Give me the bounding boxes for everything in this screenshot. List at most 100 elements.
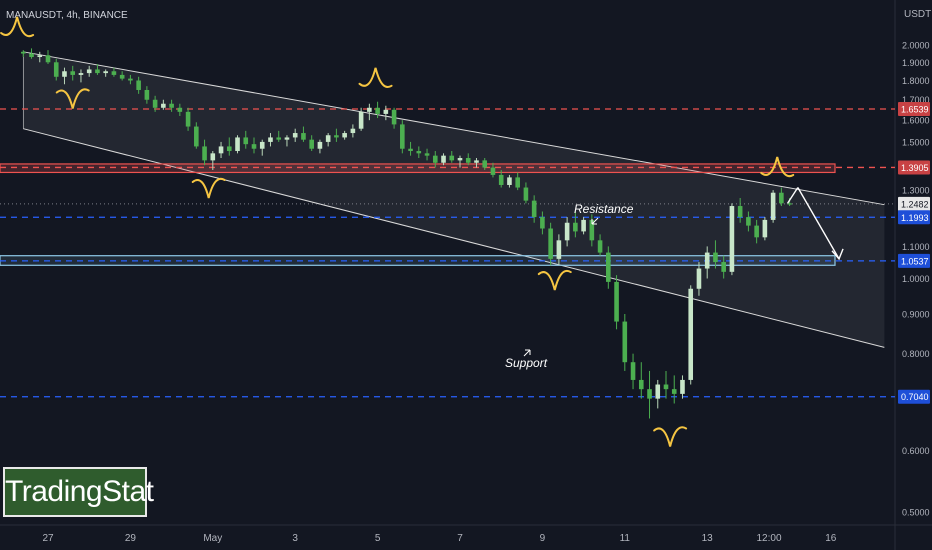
candle-body	[20, 51, 26, 54]
candle-body	[309, 139, 314, 149]
candle-body	[729, 206, 735, 272]
candle	[136, 76, 141, 94]
price-badge: 0.7040	[898, 389, 930, 404]
candle-body	[284, 137, 290, 140]
candle-body	[251, 144, 257, 149]
candle	[383, 105, 389, 121]
time-axis[interactable]: 27 29 May 3 5 7 9 11 13 12:00 16	[42, 533, 836, 544]
candle	[680, 375, 685, 399]
candle-body	[161, 103, 166, 108]
channel-fill	[23, 51, 885, 348]
price-badge-label: 1.3905	[901, 163, 929, 173]
candle	[350, 124, 356, 138]
price-badge-bg	[898, 210, 930, 225]
candle	[465, 153, 471, 166]
candle	[581, 217, 586, 235]
candle-body	[391, 109, 397, 125]
candle	[177, 103, 183, 116]
support-label: Support	[505, 356, 548, 370]
price-badge-label: 0.7040	[901, 392, 929, 402]
drawings	[0, 16, 844, 447]
candle-body	[622, 321, 628, 363]
candle	[770, 190, 776, 223]
candle-body	[111, 71, 117, 75]
candle-body	[449, 155, 455, 161]
candle	[276, 130, 282, 142]
swing-marker-top-3	[760, 156, 795, 178]
price-axis[interactable]: 2.0000 1.9000 1.8000 1.7000 1.6000 1.5000 1.30…	[898, 41, 930, 518]
candle	[251, 137, 257, 154]
candle	[20, 50, 26, 58]
candle-body	[169, 103, 174, 108]
candle	[301, 126, 306, 142]
candle-body	[367, 107, 372, 112]
swing-marker-top-2	[358, 67, 393, 88]
candle	[391, 107, 397, 129]
swing-marker-top-1	[0, 16, 35, 38]
candle	[737, 197, 743, 223]
price-badge-label: 1.0537	[901, 256, 929, 266]
swing-marker-low-2	[191, 177, 226, 199]
forecast-arrow-head	[831, 248, 844, 261]
brand-watermark: TradingStat	[3, 467, 154, 517]
candle	[540, 211, 545, 235]
candle-body	[688, 288, 694, 380]
candle-body	[53, 62, 59, 77]
candle	[614, 275, 619, 330]
candle-body	[721, 262, 726, 272]
candle	[119, 71, 125, 81]
price-badge: 1.1993	[898, 210, 930, 225]
price-badge-label: 1.1993	[901, 213, 929, 223]
candle	[548, 222, 553, 266]
candle	[606, 246, 611, 289]
candle	[729, 203, 735, 276]
candle	[424, 148, 430, 161]
candle	[746, 211, 751, 232]
candle	[243, 130, 249, 149]
candle	[432, 151, 438, 168]
candle-body	[301, 133, 306, 140]
price-badge: 1.0537	[898, 253, 930, 268]
candle	[688, 285, 694, 385]
candle	[342, 130, 347, 140]
candle	[334, 128, 339, 142]
candle	[37, 51, 43, 63]
candle-body	[746, 217, 751, 226]
candle	[62, 67, 67, 85]
candle-body	[45, 55, 51, 63]
candle	[490, 162, 496, 178]
candle	[111, 67, 117, 77]
candle-body	[737, 206, 743, 218]
candle-body	[770, 192, 776, 220]
candle	[474, 158, 479, 168]
candle-body	[482, 160, 488, 168]
candle	[210, 151, 216, 170]
candle	[523, 182, 529, 204]
candle-body	[754, 225, 759, 238]
candle-body	[573, 222, 578, 232]
candle	[441, 153, 446, 166]
candle	[663, 370, 669, 399]
candle	[622, 313, 628, 371]
candle	[103, 69, 108, 77]
swing-marker-low-4	[653, 426, 688, 447]
candle	[29, 48, 34, 59]
candle	[367, 103, 372, 121]
candle	[573, 211, 578, 238]
price-tick-label: 1.1000	[902, 242, 930, 252]
candle	[202, 139, 207, 166]
time-tick-label: May	[203, 533, 222, 544]
candle-body	[37, 55, 43, 58]
candle	[696, 262, 702, 296]
time-tick-label: 12:00	[756, 533, 781, 544]
candle-body	[589, 219, 595, 241]
candle-body	[779, 192, 784, 204]
candle-body	[218, 146, 224, 154]
support-zone	[0, 255, 836, 266]
candle-body	[465, 158, 471, 163]
candle	[655, 379, 661, 409]
candle	[259, 139, 265, 156]
price-tick-label: 0.9000	[902, 309, 930, 319]
